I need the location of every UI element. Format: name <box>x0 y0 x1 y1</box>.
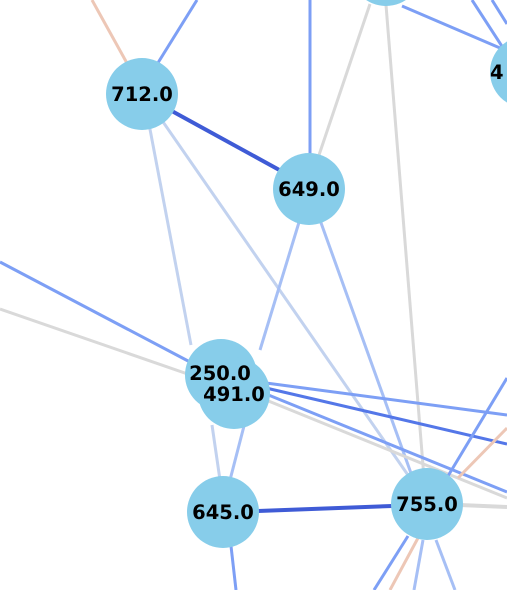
node-label: 712.0 <box>111 83 173 106</box>
edge-712-755 <box>159 118 412 479</box>
node-645: 645.0 <box>187 476 259 548</box>
edge-491-offscreen-right-a <box>265 381 507 417</box>
node-label: 649.0 <box>278 178 340 201</box>
edge-755-offscreen-bottom-b <box>388 537 420 590</box>
edge-top-node-4xx <box>401 4 501 50</box>
node-250-label: 250.0 <box>189 362 251 385</box>
edge-649-top-node <box>316 3 372 159</box>
node-circle <box>198 357 270 429</box>
node-491-label: 491.0 <box>203 383 265 406</box>
node-label: 4 <box>490 61 504 84</box>
edge-offscreen-4xx-a <box>470 0 507 55</box>
node-circle <box>366 0 406 6</box>
node-label: 755.0 <box>396 493 458 516</box>
node-491 <box>198 357 270 429</box>
edge-top-node-755 <box>384 4 426 479</box>
edge-491-offscreen-right-c <box>265 392 507 494</box>
edge-755-offscreen-right-up <box>446 377 507 477</box>
edge-712-250 <box>147 123 193 346</box>
edge-755-offscreen-bottom-d <box>434 539 457 590</box>
node-top-partial <box>366 0 406 6</box>
nodes: 4 712.0 649.0 250.0 491.0 645.0 755.0 <box>106 0 507 548</box>
node-649: 649.0 <box>273 153 345 225</box>
edge-offscreen-712-peach <box>90 0 130 66</box>
node-circle <box>391 468 463 540</box>
edge-491-offscreen-right-b <box>265 386 507 446</box>
edge-649-250 <box>258 218 302 351</box>
edge-491-645 <box>210 424 222 481</box>
node-712: 712.0 <box>106 58 178 130</box>
node-circle <box>490 41 507 103</box>
edge-755-offscreen-bottom-a <box>372 535 410 590</box>
edge-755-offscreen-right-peach <box>456 426 507 480</box>
edge-offscreen-4xx-b <box>490 0 507 25</box>
node-circle <box>273 153 345 225</box>
edge-712-649 <box>169 108 284 174</box>
edge-712-offscreen-top <box>154 0 199 67</box>
node-circle <box>187 476 259 548</box>
edge-491-offscreen-right-d <box>265 398 507 500</box>
edge-offscreen-250-blue <box>0 260 191 364</box>
node-label: 645.0 <box>192 501 254 524</box>
edge-645-offscreen-bottom <box>229 545 238 590</box>
edge-755-offscreen-bottom-c <box>412 539 425 590</box>
node-4xx: 4 <box>490 41 507 103</box>
edge-offscreen-491-gray <box>0 307 206 382</box>
node-circle <box>106 58 178 130</box>
edge-755-offscreen-right-gray <box>459 503 507 509</box>
node-755: 755.0 <box>391 468 463 540</box>
edge-649-755 <box>318 219 414 477</box>
edge-250-645 <box>228 425 246 481</box>
edge-645-755 <box>257 504 393 513</box>
